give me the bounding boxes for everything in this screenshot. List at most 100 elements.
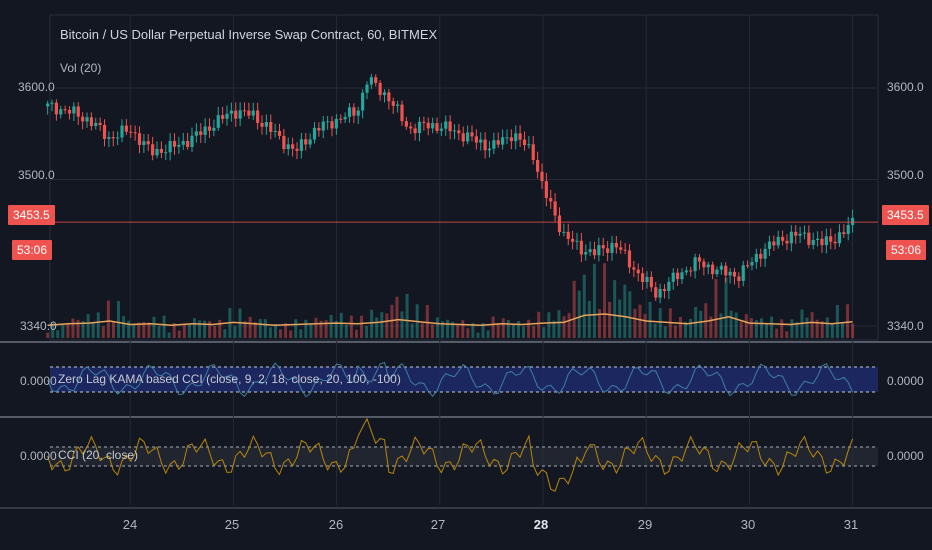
price-tick-right-3340: 3340.0: [887, 319, 924, 333]
candle-body: [632, 267, 636, 270]
candle-body: [509, 137, 513, 142]
volume-bar: [324, 320, 328, 338]
candle-body: [684, 270, 688, 273]
volume-bar: [233, 326, 237, 338]
candle-body: [842, 232, 846, 234]
candle-body: [732, 271, 737, 277]
candle-body: [750, 262, 754, 266]
volume-bar: [96, 312, 100, 338]
volume-bar: [643, 314, 647, 338]
volume-bar: [754, 320, 758, 338]
candle-body: [54, 102, 58, 115]
volume-bar: [699, 310, 703, 338]
volume-bar: [91, 322, 95, 338]
candle-body: [798, 233, 802, 236]
candle-body: [374, 77, 378, 83]
volume-bar: [329, 314, 333, 338]
volume-bar: [689, 318, 693, 338]
volume-bar: [349, 315, 353, 338]
candle-body: [102, 124, 107, 139]
volume-bar: [714, 278, 718, 338]
candle-body: [588, 249, 592, 253]
candle-body: [76, 106, 80, 117]
candle-body: [98, 122, 102, 125]
candle-body: [404, 121, 408, 127]
time-tick-31: 31: [843, 517, 859, 532]
volume-bar: [137, 322, 141, 338]
cci-line: [47, 417, 854, 492]
volume-bar: [279, 329, 283, 338]
volume-bar: [117, 301, 121, 338]
candle-body: [334, 118, 338, 129]
candle-body: [527, 144, 531, 146]
volume-bar: [187, 323, 191, 338]
candle-body: [759, 253, 763, 259]
volume-bar: [435, 317, 439, 338]
volume-bar: [167, 332, 171, 338]
candle-body: [391, 101, 395, 106]
candle-body: [343, 116, 347, 120]
candle-body: [619, 247, 623, 250]
candle-body: [649, 276, 653, 288]
candle-body: [514, 133, 518, 142]
volume-bar: [157, 325, 161, 338]
candle-body: [816, 238, 820, 240]
candle-body: [89, 117, 93, 127]
candle-body: [833, 241, 837, 244]
candle-body: [767, 241, 772, 249]
candle-body: [229, 110, 233, 114]
volume-bar: [192, 318, 196, 338]
volume-bar: [815, 319, 819, 338]
volume-bar: [653, 323, 657, 338]
candle-body: [63, 109, 67, 111]
candle-body: [553, 201, 557, 216]
volume-bar: [471, 323, 475, 338]
candle-body: [339, 118, 343, 120]
candle-body: [693, 257, 697, 272]
volume-bar: [425, 305, 429, 338]
time-tick-29: 29: [637, 517, 653, 532]
volume-bar: [395, 296, 399, 338]
candle-body: [120, 125, 124, 138]
volume-bar: [375, 317, 379, 338]
candle-body: [584, 252, 588, 255]
time-tick-28: 28: [533, 517, 549, 532]
volume-bar: [132, 324, 136, 338]
volume-bar: [552, 320, 556, 338]
time-tick-24: 24: [122, 517, 138, 532]
volume-bar: [461, 320, 465, 338]
candle-body: [282, 135, 286, 150]
candle-body: [746, 265, 750, 267]
volume-bar: [846, 304, 850, 338]
candle-body: [772, 241, 776, 246]
candle-body: [715, 269, 719, 275]
volume-bar: [420, 323, 424, 338]
candle-body: [741, 265, 745, 281]
volume-bar: [476, 332, 480, 338]
volume-bar: [390, 304, 394, 338]
volume-bar: [456, 325, 460, 338]
price-tick-left-3500: 3500.0: [18, 168, 55, 182]
candle-body: [400, 104, 404, 122]
volume-bar: [299, 329, 303, 338]
volume-bar: [790, 319, 794, 338]
kama-cci-label: Zero Lag KAMA based CCI (close, 9, 2, 18…: [58, 372, 401, 386]
volume-bar: [795, 322, 799, 338]
candle-body: [190, 135, 194, 147]
volume-bar: [759, 318, 763, 338]
candle-body: [636, 269, 640, 274]
volume-bar: [334, 320, 338, 338]
candle-body: [317, 127, 321, 131]
price-tick-left-3340: 3340.0: [20, 319, 57, 333]
candle-body: [794, 231, 798, 236]
candle-body: [667, 281, 671, 291]
candle-body: [676, 272, 680, 280]
candle-body: [610, 242, 614, 253]
volume-bar: [365, 326, 369, 338]
candle-body: [129, 131, 133, 133]
volume-bar: [86, 314, 90, 338]
candle-body: [356, 110, 360, 116]
volume-bar: [547, 312, 551, 338]
candle-body: [470, 132, 474, 137]
